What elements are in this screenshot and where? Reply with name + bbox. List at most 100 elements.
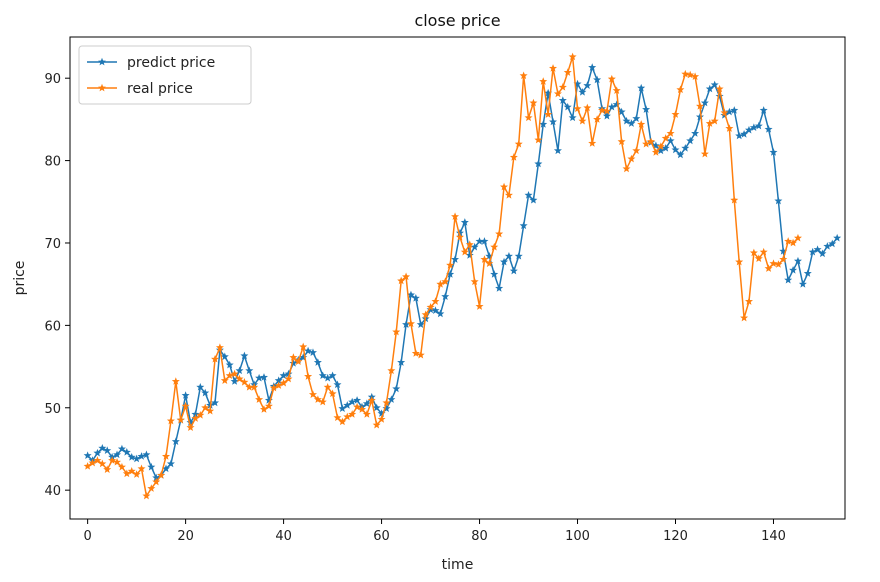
data-point: [759, 247, 768, 256]
data-point: [485, 259, 494, 267]
data-point: [147, 462, 156, 471]
data-point: [666, 129, 675, 137]
data-point: [132, 470, 141, 478]
data-point: [691, 129, 700, 137]
data-point: [749, 248, 758, 257]
data-point: [666, 136, 675, 145]
data-point: [583, 103, 592, 112]
data-point: [500, 182, 509, 191]
data-point: [98, 443, 107, 452]
data-point: [343, 401, 352, 409]
data-point: [299, 342, 308, 351]
data-point: [833, 233, 842, 242]
data-point: [696, 102, 704, 110]
data-point: [171, 437, 180, 445]
data-point: [230, 369, 239, 378]
data-point: [544, 88, 553, 97]
data-point: [602, 111, 611, 120]
y-tick-label: 80: [44, 155, 61, 170]
data-point: [313, 358, 322, 366]
data-point: [416, 350, 425, 359]
data-point: [598, 106, 607, 114]
data-point: [333, 380, 342, 389]
data-point: [573, 79, 582, 88]
data-point: [264, 396, 273, 404]
data-point: [656, 142, 665, 150]
data-point: [211, 354, 219, 363]
data-point: [279, 371, 288, 380]
data-point: [553, 89, 562, 98]
data-point: [759, 106, 768, 114]
data-point: [441, 292, 450, 300]
data-point: [431, 297, 440, 305]
data-point: [686, 70, 695, 79]
data-point: [411, 293, 420, 302]
data-point: [779, 247, 788, 255]
data-point: [328, 389, 337, 398]
data-point: [392, 384, 401, 393]
data-point: [700, 149, 709, 158]
data-point: [700, 98, 709, 107]
data-point: [127, 453, 136, 461]
data-point: [201, 388, 210, 397]
data-point: [294, 357, 303, 366]
series-layer: [83, 52, 842, 500]
data-point: [637, 120, 646, 128]
data-point: [813, 245, 822, 253]
data-point: [568, 113, 577, 122]
data-point: [455, 233, 464, 241]
data-point: [818, 249, 827, 258]
data-point: [460, 247, 469, 256]
data-point: [676, 150, 685, 159]
y-tick-label: 50: [44, 402, 61, 417]
data-point: [274, 381, 283, 389]
data-point: [730, 106, 739, 114]
data-point: [749, 123, 758, 132]
data-point: [240, 351, 249, 360]
x-tick-label: 60: [373, 529, 390, 544]
data-point: [451, 255, 460, 263]
legend-marker: [98, 83, 106, 92]
data-point: [710, 116, 719, 125]
data-point: [446, 261, 455, 269]
data-point: [480, 237, 489, 245]
data-point: [338, 404, 347, 412]
data-point: [166, 416, 175, 425]
data-point: [250, 382, 259, 391]
data-point: [176, 415, 185, 424]
data-point: [735, 131, 744, 140]
data-point: [553, 146, 562, 155]
data-point: [113, 450, 122, 459]
data-point: [744, 297, 753, 305]
series-real-price: [83, 52, 802, 500]
y-axis-label: price: [12, 261, 28, 296]
data-point: [181, 391, 190, 399]
data-point: [142, 491, 151, 500]
data-point: [98, 459, 107, 468]
data-point: [451, 212, 460, 221]
data-point: [705, 119, 714, 127]
data-point: [308, 348, 317, 356]
data-point: [206, 406, 215, 415]
data-point: [83, 462, 92, 470]
data-point: [323, 373, 332, 382]
data-point: [808, 247, 817, 256]
x-tick-label: 20: [177, 529, 194, 544]
data-point: [651, 148, 660, 156]
data-point: [524, 190, 533, 199]
data-point: [588, 139, 597, 147]
data-point: [235, 366, 244, 375]
data-point: [318, 371, 327, 380]
data-point: [372, 403, 381, 412]
data-point: [593, 75, 602, 84]
data-point: [578, 88, 587, 96]
data-point: [382, 404, 391, 412]
data-point: [406, 319, 415, 328]
data-point: [108, 456, 117, 464]
data-point: [421, 310, 430, 319]
data-point: [583, 81, 592, 90]
data-point: [681, 69, 690, 78]
data-point: [676, 85, 685, 94]
data-point: [769, 259, 778, 267]
